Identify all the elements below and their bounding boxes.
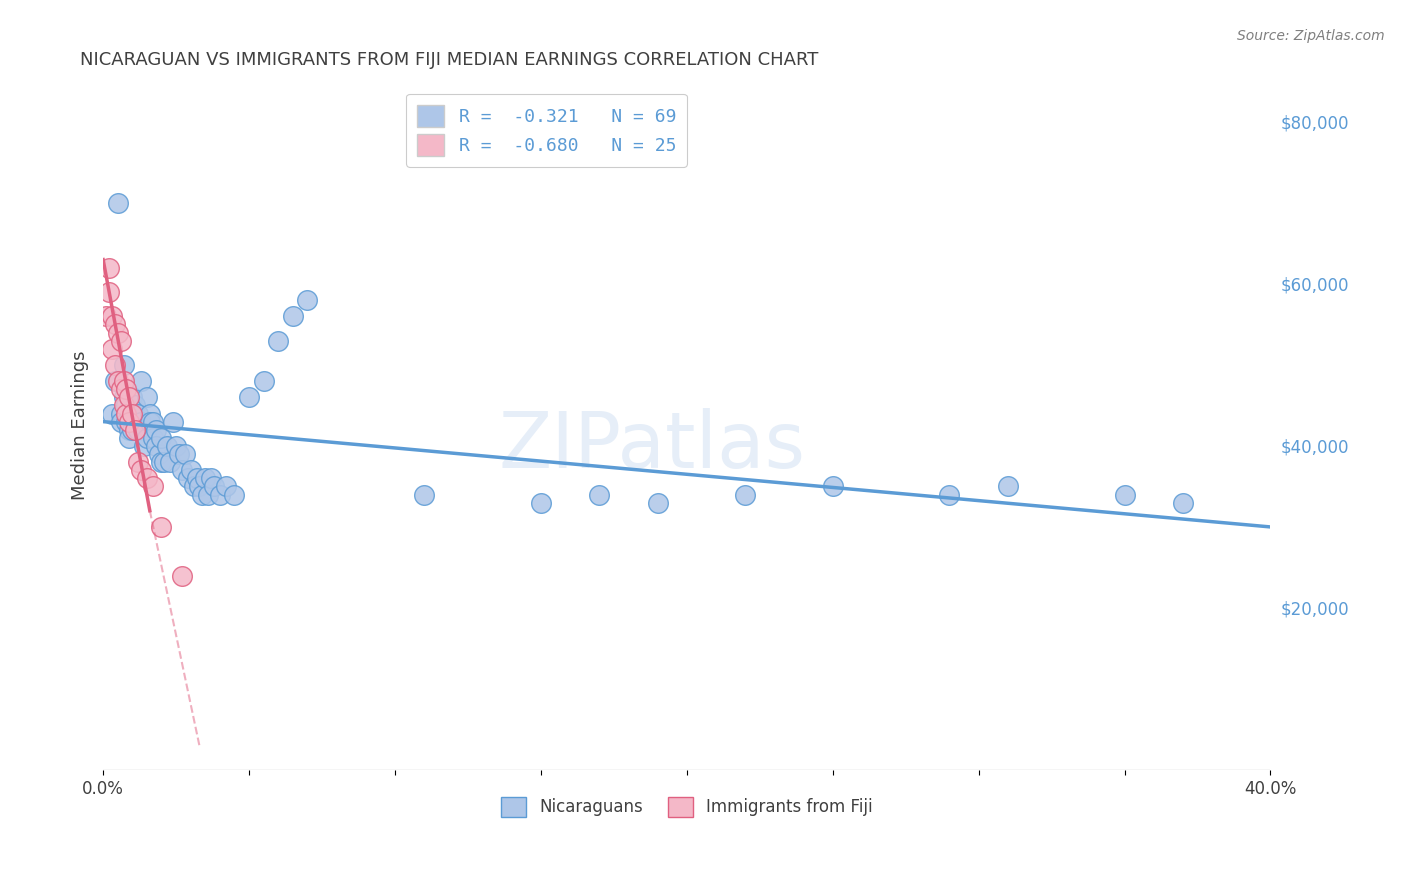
Point [121, 390, 143, 404]
Point [188, 479, 211, 493]
Point [170, 568, 193, 582]
Point [162, 415, 184, 429]
Point [110, 407, 132, 421]
Text: NICARAGUAN VS IMMIGRANTS FROM FIJI MEDIAN EARNINGS CORRELATION CHART: NICARAGUAN VS IMMIGRANTS FROM FIJI MEDIA… [80, 51, 818, 69]
Point [104, 358, 127, 372]
Point [121, 423, 143, 437]
Point [142, 479, 165, 493]
Point [107, 326, 129, 340]
Point [186, 471, 208, 485]
Point [238, 390, 260, 404]
Point [110, 334, 132, 348]
Y-axis label: Median Earnings: Median Earnings [72, 351, 89, 500]
Point [127, 407, 149, 421]
Text: ZIPatlas: ZIPatlas [498, 409, 806, 484]
Point [107, 374, 129, 388]
Point [183, 479, 205, 493]
Point [153, 455, 176, 469]
Point [150, 455, 173, 469]
Point [124, 415, 146, 429]
Point [110, 415, 132, 429]
Point [124, 399, 146, 413]
Point [118, 390, 141, 404]
Point [821, 479, 844, 493]
Point [101, 310, 124, 324]
Point [104, 374, 127, 388]
Point [127, 423, 149, 437]
Point [156, 439, 179, 453]
Point [167, 447, 190, 461]
Point [107, 195, 129, 210]
Point [647, 495, 669, 509]
Point [159, 455, 181, 469]
Point [135, 471, 157, 485]
Point [177, 471, 200, 485]
Point [200, 471, 222, 485]
Point [1114, 487, 1136, 501]
Point [115, 399, 138, 413]
Point [118, 423, 141, 437]
Point [194, 471, 217, 485]
Point [148, 447, 170, 461]
Point [938, 487, 960, 501]
Point [150, 431, 173, 445]
Point [112, 358, 135, 372]
Point [115, 382, 138, 396]
Legend: Nicaraguans, Immigrants from Fiji: Nicaraguans, Immigrants from Fiji [494, 790, 880, 823]
Point [98, 285, 121, 299]
Point [145, 423, 167, 437]
Point [145, 439, 167, 453]
Point [118, 431, 141, 445]
Point [170, 463, 193, 477]
Point [253, 374, 276, 388]
Point [173, 447, 195, 461]
Point [127, 455, 149, 469]
Point [997, 479, 1019, 493]
Text: Source: ZipAtlas.com: Source: ZipAtlas.com [1237, 29, 1385, 43]
Point [734, 487, 756, 501]
Point [215, 479, 238, 493]
Point [208, 487, 231, 501]
Point [110, 382, 132, 396]
Point [112, 399, 135, 413]
Point [142, 431, 165, 445]
Point [94, 310, 117, 324]
Point [180, 463, 202, 477]
Point [101, 342, 124, 356]
Point [202, 479, 225, 493]
Point [197, 487, 219, 501]
Point [132, 439, 155, 453]
Point [150, 520, 173, 534]
Point [129, 374, 152, 388]
Point [1171, 495, 1194, 509]
Point [104, 318, 127, 332]
Point [297, 293, 319, 307]
Point [118, 415, 141, 429]
Point [115, 415, 138, 429]
Point [139, 415, 162, 429]
Point [101, 407, 124, 421]
Point [112, 374, 135, 388]
Point [191, 487, 214, 501]
Point [135, 390, 157, 404]
Point [588, 487, 610, 501]
Point [98, 260, 121, 275]
Point [267, 334, 290, 348]
Point [129, 463, 152, 477]
Point [124, 423, 146, 437]
Point [112, 390, 135, 404]
Point [121, 407, 143, 421]
Point [135, 431, 157, 445]
Point [165, 439, 187, 453]
Point [530, 495, 553, 509]
Point [121, 407, 143, 421]
Point [129, 415, 152, 429]
Point [413, 487, 436, 501]
Point [115, 407, 138, 421]
Point [142, 415, 165, 429]
Point [132, 423, 155, 437]
Point [224, 487, 246, 501]
Point [139, 407, 162, 421]
Point [281, 310, 304, 324]
